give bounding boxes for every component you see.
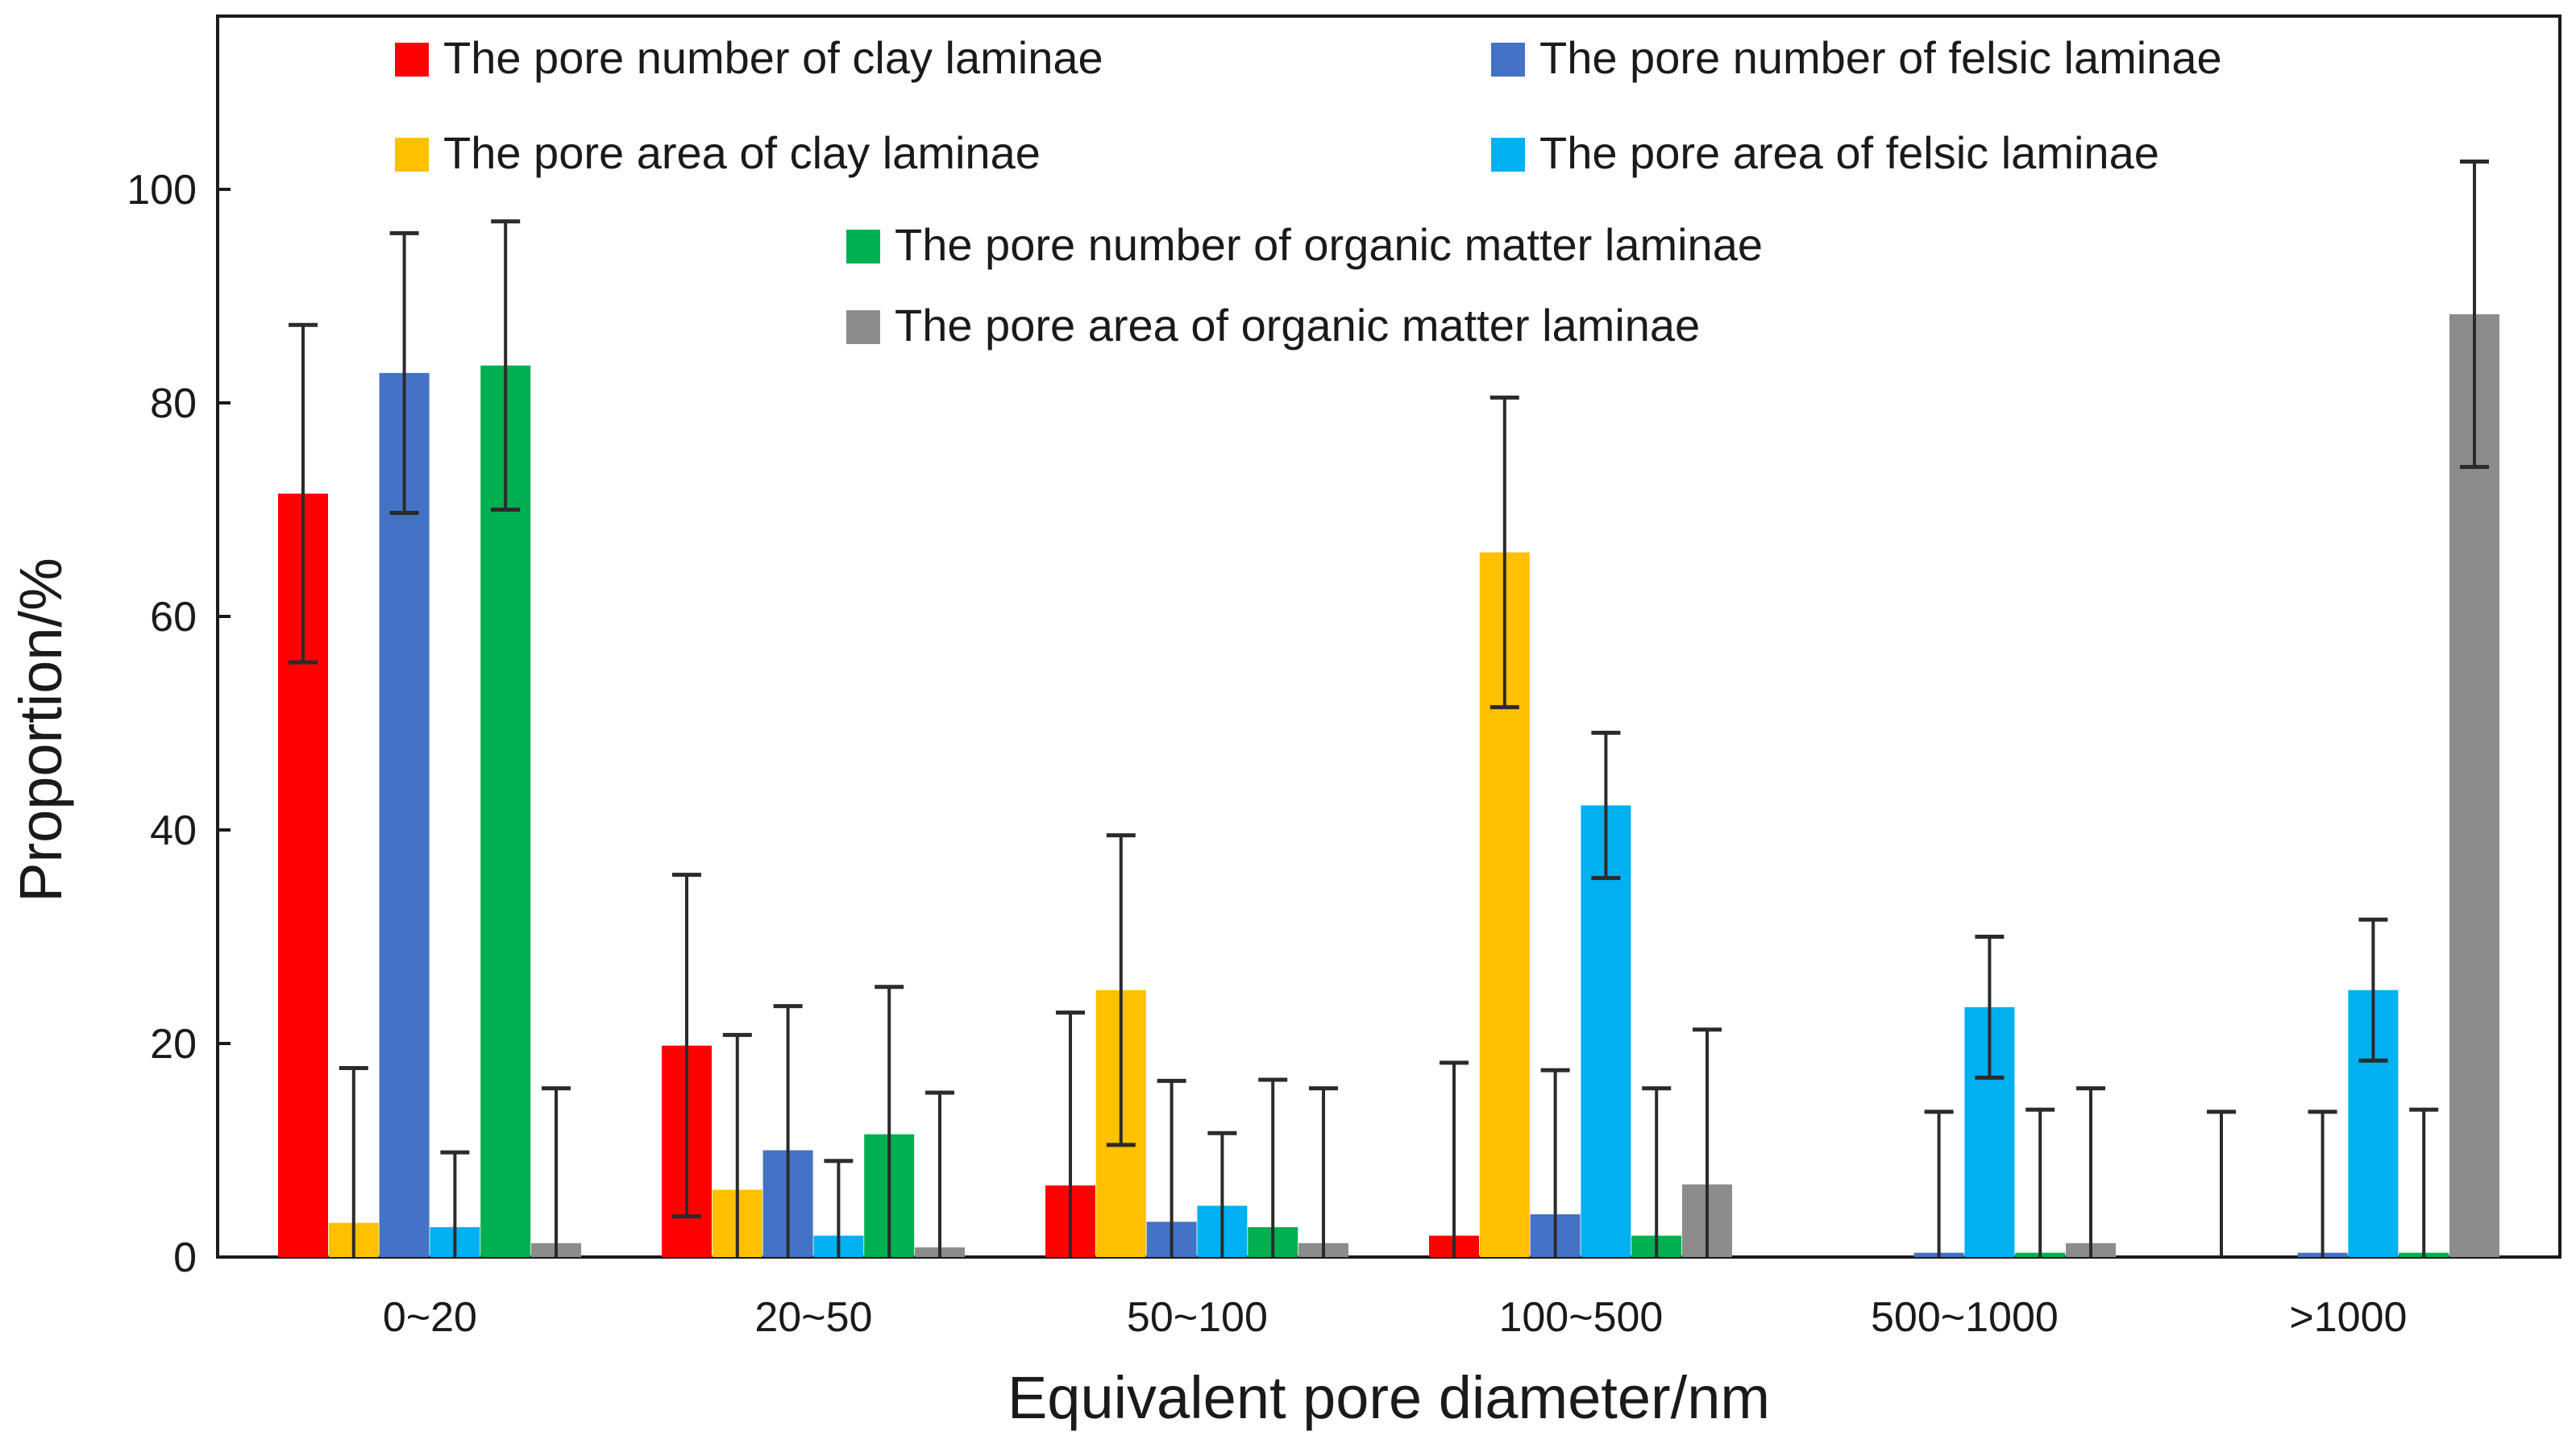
x-axis-title: Equivalent pore diameter/nm [1008,1364,1770,1431]
y-tick-label: 80 [150,380,197,427]
legend-label-the-pore-number-of-organic-matter-laminae: The pore number of organic matter lamina… [895,219,1763,270]
legend-label-the-pore-area-of-felsic-laminae: The pore area of felsic laminae [1539,127,2159,178]
y-axis: 0 20 40 60 80 100 [127,167,231,1281]
bar-the-pore-area-of-felsic-laminae-100-500 [1581,805,1631,1257]
legend-label-the-pore-area-of-organic-matter-laminae: The pore area of organic matter laminae [895,300,1700,351]
plot-frame [216,15,2561,1259]
y-tick-label: 100 [127,167,197,214]
y-tick-label: 60 [150,594,197,641]
legend-label-the-pore-area-of-clay-laminae: The pore area of clay laminae [443,127,1041,178]
legend-label-the-pore-number-of-felsic-laminae: The pore number of felsic laminae [1539,32,2222,83]
legend: The pore number of clay laminae The pore … [395,32,2222,351]
y-tick-label: 40 [150,807,197,854]
x-tick-label: 500~1000 [1871,1294,2059,1341]
legend-swatch-the-pore-area-of-organic-matter-laminae [846,310,880,344]
y-tick-label: 0 [173,1234,197,1281]
bar-the-pore-number-of-organic-matter-laminae-0-20 [480,365,531,1257]
y-axis-title: Proportion/% [7,558,74,902]
y-tick-label: 20 [150,1021,197,1068]
legend-swatch-the-pore-area-of-clay-laminae [395,138,429,172]
x-tick-label: 0~20 [383,1294,477,1341]
bar-the-pore-area-of-organic-matter-laminae-1000 [2449,314,2499,1257]
x-tick-label: >1000 [2289,1294,2407,1341]
legend-swatch-the-pore-number-of-organic-matter-laminae [846,230,880,263]
bars-layer [278,314,2499,1257]
legend-swatch-the-pore-number-of-felsic-laminae [1491,43,1525,77]
legend-swatch-the-pore-area-of-felsic-laminae [1491,138,1525,172]
legend-label-the-pore-number-of-clay-laminae: The pore number of clay laminae [443,32,1103,83]
bar-the-pore-number-of-felsic-laminae-0-20 [379,372,430,1257]
x-tick-label: 50~100 [1127,1294,1268,1341]
x-axis: 0~20 20~50 50~100 100~500 500~1000 >1000 [383,1294,2408,1341]
x-tick-label: 20~50 [754,1294,872,1341]
error-bars-layer [289,160,2489,1257]
x-tick-label: 100~500 [1498,1294,1663,1341]
legend-swatch-the-pore-number-of-clay-laminae [395,43,429,77]
